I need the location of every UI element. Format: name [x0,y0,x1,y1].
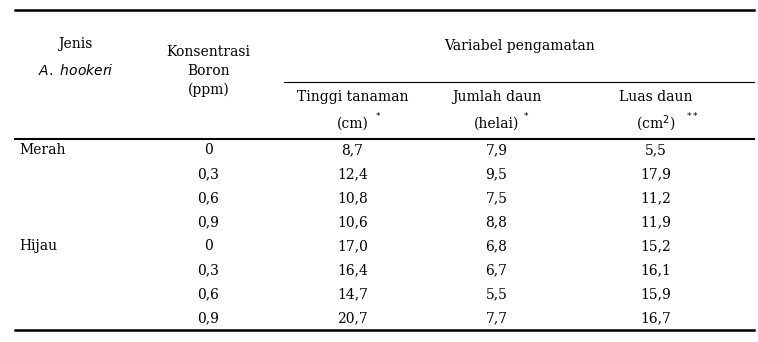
Text: 8,7: 8,7 [341,144,364,157]
Text: 16,4: 16,4 [337,263,368,277]
Text: 17,9: 17,9 [641,168,671,181]
Text: 9,5: 9,5 [486,168,507,181]
Text: (helai): (helai) [474,117,519,131]
Text: Konsentrasi
Boron
(ppm): Konsentrasi Boron (ppm) [167,45,250,97]
Text: 20,7: 20,7 [337,311,368,325]
Text: $^*$: $^*$ [374,112,382,126]
Text: 15,2: 15,2 [641,239,671,253]
Text: (cm$^2$): (cm$^2$) [636,114,675,134]
Text: 0,9: 0,9 [198,215,219,229]
Text: 11,2: 11,2 [641,192,671,205]
Text: 12,4: 12,4 [337,168,368,181]
Text: $^{**}$: $^{**}$ [686,112,698,126]
Text: (cm): (cm) [337,117,368,131]
Text: 7,7: 7,7 [485,311,508,325]
Text: 16,7: 16,7 [641,311,671,325]
Text: Jumlah daun: Jumlah daun [452,90,541,104]
Text: 0: 0 [204,239,213,253]
Text: Luas daun: Luas daun [619,90,692,104]
Text: Merah: Merah [19,144,65,157]
Text: 7,9: 7,9 [485,144,508,157]
Text: 14,7: 14,7 [337,287,368,301]
Text: Variabel pengamatan: Variabel pengamatan [444,39,594,53]
Text: 5,5: 5,5 [486,287,507,301]
Text: 16,1: 16,1 [641,263,671,277]
Text: 0,6: 0,6 [198,192,219,205]
Text: 15,9: 15,9 [641,287,671,301]
Text: 11,9: 11,9 [641,215,671,229]
Text: $^*$: $^*$ [522,112,530,126]
Text: 0,6: 0,6 [198,287,219,301]
Text: 10,8: 10,8 [337,192,368,205]
Text: 0,3: 0,3 [198,263,219,277]
Text: Jenis: Jenis [58,37,93,51]
Text: 17,0: 17,0 [337,239,368,253]
Text: 0,3: 0,3 [198,168,219,181]
Text: 10,6: 10,6 [337,215,368,229]
Text: Hijau: Hijau [19,239,57,253]
Text: 0,9: 0,9 [198,311,219,325]
Text: Tinggi tanaman: Tinggi tanaman [296,90,409,104]
Text: 6,7: 6,7 [485,263,508,277]
Text: 6,8: 6,8 [486,239,507,253]
Text: 0: 0 [204,144,213,157]
Text: $\it{A.\ hookeri}$: $\it{A.\ hookeri}$ [38,64,114,78]
Text: 5,5: 5,5 [645,144,666,157]
Text: 8,8: 8,8 [486,215,507,229]
Text: 7,5: 7,5 [485,192,508,205]
